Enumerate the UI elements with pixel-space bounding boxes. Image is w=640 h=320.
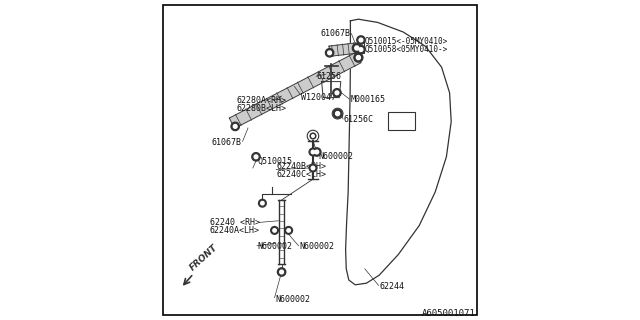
Text: W120047: W120047 — [301, 93, 336, 102]
Text: 62240C<LH>: 62240C<LH> — [277, 170, 327, 179]
Text: 62244: 62244 — [380, 282, 404, 291]
Circle shape — [357, 45, 365, 54]
Text: N600002: N600002 — [275, 295, 310, 304]
Circle shape — [356, 56, 360, 60]
Circle shape — [333, 109, 342, 118]
Circle shape — [357, 36, 365, 44]
Circle shape — [278, 268, 286, 276]
Bar — [388, 112, 415, 130]
Circle shape — [359, 38, 363, 42]
Circle shape — [285, 227, 292, 234]
Circle shape — [359, 48, 363, 52]
Text: M000165: M000165 — [351, 95, 385, 104]
Circle shape — [315, 150, 319, 154]
Text: A605001071: A605001071 — [422, 309, 475, 318]
Circle shape — [326, 49, 334, 57]
Text: N600002: N600002 — [319, 152, 353, 161]
Circle shape — [328, 51, 332, 55]
Text: Q510015<-05MY0410>: Q510015<-05MY0410> — [364, 37, 447, 46]
Text: N600002: N600002 — [300, 242, 334, 251]
Text: 62280A<RH>: 62280A<RH> — [237, 96, 287, 105]
Text: N600002: N600002 — [258, 242, 292, 251]
Circle shape — [252, 153, 260, 161]
Circle shape — [354, 53, 363, 62]
Text: 62240 <RH>: 62240 <RH> — [210, 218, 260, 227]
Circle shape — [352, 44, 362, 52]
Text: FRONT: FRONT — [189, 243, 220, 273]
Circle shape — [259, 199, 266, 207]
Circle shape — [355, 46, 359, 50]
Circle shape — [335, 91, 339, 95]
Text: 62240B<RH>: 62240B<RH> — [277, 162, 327, 171]
Text: 61067B: 61067B — [321, 29, 351, 38]
Circle shape — [310, 133, 316, 139]
Polygon shape — [329, 43, 357, 56]
Text: 61067B: 61067B — [212, 138, 242, 147]
Circle shape — [335, 112, 340, 116]
Polygon shape — [229, 52, 361, 128]
Text: Q510058<05MY0410->: Q510058<05MY0410-> — [364, 45, 447, 54]
Circle shape — [333, 89, 341, 97]
Circle shape — [234, 124, 237, 128]
Circle shape — [312, 148, 321, 156]
Circle shape — [254, 155, 258, 159]
Text: 61256: 61256 — [317, 72, 342, 81]
Circle shape — [280, 270, 284, 274]
Text: 61256C: 61256C — [344, 116, 374, 124]
Circle shape — [311, 150, 315, 154]
Circle shape — [231, 122, 239, 131]
Circle shape — [273, 229, 276, 232]
Circle shape — [311, 166, 315, 170]
Text: 62280B<LH>: 62280B<LH> — [237, 104, 287, 113]
Circle shape — [287, 229, 291, 232]
Circle shape — [309, 148, 317, 156]
Circle shape — [260, 202, 264, 205]
Circle shape — [312, 135, 314, 137]
Text: 62240A<LH>: 62240A<LH> — [210, 226, 260, 235]
Circle shape — [271, 227, 278, 234]
Text: Q510015: Q510015 — [258, 157, 292, 166]
Circle shape — [309, 164, 317, 172]
